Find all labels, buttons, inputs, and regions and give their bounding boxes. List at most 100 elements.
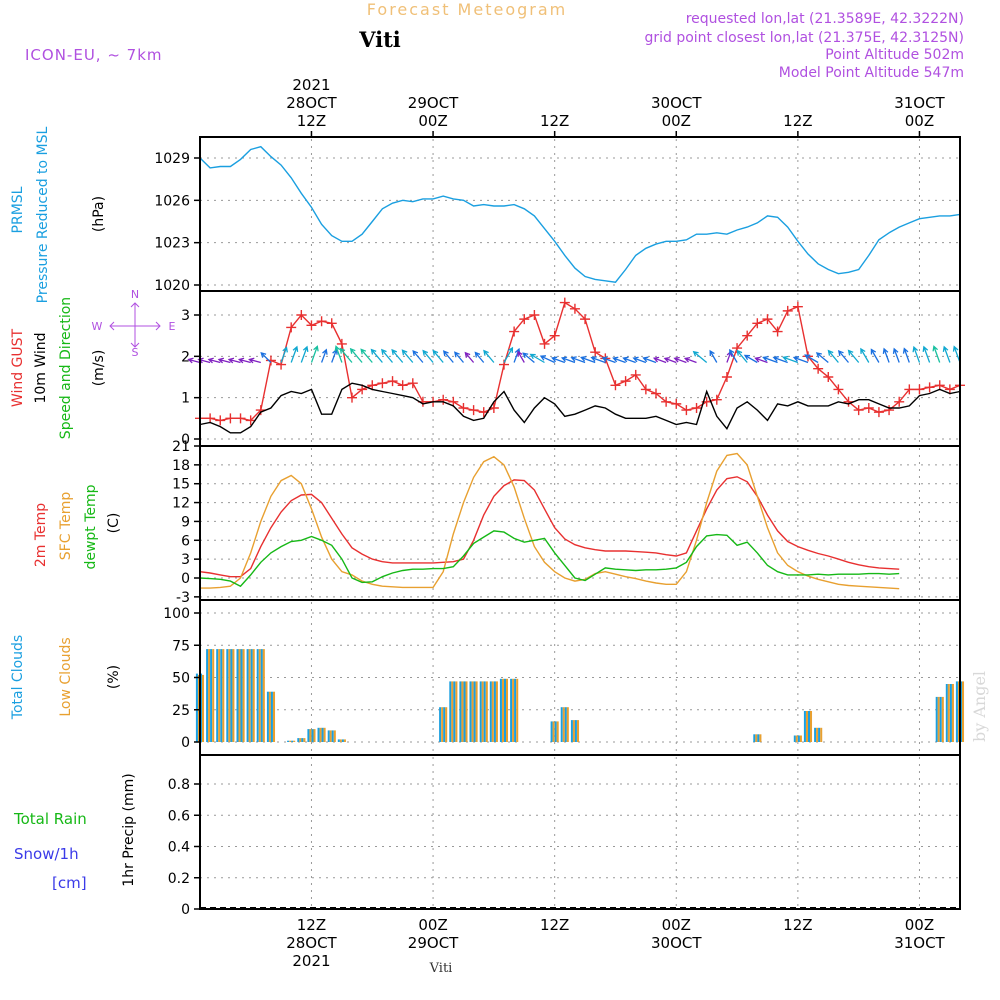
low-cloud-bar xyxy=(309,729,312,742)
gust-marker xyxy=(519,314,530,325)
top-time-label: 2021 xyxy=(292,76,330,94)
wind-arrow xyxy=(432,349,444,363)
gust-marker xyxy=(813,363,824,374)
y-tick-label: 1020 xyxy=(154,278,190,294)
total-cloud-bar xyxy=(499,678,502,742)
total-cloud-bar xyxy=(240,649,243,742)
gust-marker xyxy=(499,359,509,370)
clouds-unit-label: (%) xyxy=(106,665,122,689)
requested-coords: requested lon,lat (21.3589E, 42.3222N) xyxy=(686,11,964,27)
gust-marker xyxy=(286,322,297,333)
total-clouds-label: Total Clouds xyxy=(10,635,26,720)
snow-unit-label: [cm] xyxy=(52,874,87,892)
total-cloud-bar xyxy=(493,681,496,742)
gust-marker xyxy=(863,403,874,413)
total-cloud-bar xyxy=(270,691,273,742)
low-cloud-bar xyxy=(242,649,245,742)
gust-marker xyxy=(934,380,945,391)
wind-arrow xyxy=(590,356,606,364)
compass-n: N xyxy=(131,288,139,301)
top-time-label: 28OCT xyxy=(286,94,337,112)
gust-marker xyxy=(509,326,520,337)
y-tick-label: 12 xyxy=(172,496,190,512)
total-cloud-bar xyxy=(206,649,209,742)
wind-arrow xyxy=(187,357,201,364)
y-tick-label: -3 xyxy=(176,590,190,606)
total-cloud-bar xyxy=(469,681,472,742)
y-tick-label: 18 xyxy=(172,458,190,474)
gust-marker xyxy=(367,380,378,391)
wind-arrow xyxy=(454,351,464,363)
gust-marker xyxy=(316,316,327,327)
wind-arrow xyxy=(709,349,718,363)
y-tick-label: 0 xyxy=(181,735,190,751)
total-cloud-bar xyxy=(564,707,567,742)
gust-marker xyxy=(205,413,216,424)
low-cloud-bar xyxy=(222,649,225,742)
y-tick-label: 3 xyxy=(181,552,190,568)
gust-marker xyxy=(691,403,702,413)
low-cloud-bar xyxy=(273,691,276,742)
low-cloud-bar xyxy=(451,681,454,742)
y-tick-label: 25 xyxy=(172,703,190,719)
low-cloud-bar xyxy=(333,730,336,742)
wind-arrow xyxy=(331,348,338,363)
top-time-label: 29OCT xyxy=(408,94,459,112)
low-cloud-bar xyxy=(248,649,251,742)
pressure-unit-label: (hPa) xyxy=(91,196,107,232)
wind-arrow xyxy=(847,349,860,363)
model-label: ICON-EU, ~ 7km xyxy=(25,46,163,64)
low-cloud-bar xyxy=(471,681,474,742)
gust-marker xyxy=(610,380,621,391)
total-cloud-bar xyxy=(220,649,223,742)
total-cloud-bar xyxy=(216,649,219,742)
gust-marker xyxy=(306,320,317,331)
gust-marker xyxy=(265,355,276,366)
wind-arrow xyxy=(339,347,353,363)
wind-arrow xyxy=(551,356,566,364)
low-cloud-bar xyxy=(445,707,448,742)
total-cloud-bar xyxy=(504,678,507,742)
total-cloud-bar xyxy=(479,681,482,742)
wind10m-line xyxy=(199,382,961,434)
low-cloud-bar xyxy=(202,674,205,742)
wind-arrow xyxy=(663,356,677,364)
total-cloud-bar xyxy=(317,727,320,742)
top-time-label: 12Z xyxy=(540,112,569,130)
wind-arrow xyxy=(334,345,343,363)
y-tick-label: 100 xyxy=(163,606,190,622)
bottom-time-label: 12Z xyxy=(783,916,812,934)
y-tick-label: 1023 xyxy=(154,236,190,252)
top-time-label: 31OCT xyxy=(894,94,945,112)
total-cloud-bar xyxy=(260,649,263,742)
bottom-time-label: 12Z xyxy=(297,916,326,934)
total-cloud-bar xyxy=(945,684,948,742)
gust-marker xyxy=(661,396,672,407)
total-cloud-bar xyxy=(341,739,344,742)
wind-arrow xyxy=(652,356,667,364)
total-cloud-bar xyxy=(301,738,304,742)
gust-marker xyxy=(549,330,560,341)
low-cloud-bar xyxy=(319,727,322,742)
wind-arrow xyxy=(580,356,596,364)
gust-marker xyxy=(438,394,449,405)
wind-arrow xyxy=(539,355,555,364)
low-cloud-bar xyxy=(556,721,559,742)
wind-arrow xyxy=(792,356,809,364)
gust-marker xyxy=(711,394,722,405)
wind-unit-label: (m/s) xyxy=(91,350,107,387)
gust-marker xyxy=(377,378,388,389)
y-tick-label: 21 xyxy=(172,439,190,455)
total-cloud-bar xyxy=(753,734,756,742)
total-cloud-bar xyxy=(195,673,198,742)
gust-marker xyxy=(884,405,895,416)
low-cloud-bar xyxy=(323,727,326,742)
y-tick-label: 0.2 xyxy=(168,871,190,887)
wind10m-label: 10m Wind xyxy=(33,332,49,403)
total-cloud-bar xyxy=(321,727,324,742)
y-tick-label: 1026 xyxy=(154,193,190,209)
bottom-time-label: 00Z xyxy=(418,916,447,934)
bottom-time-label: 2021 xyxy=(292,952,330,970)
wind-arrow xyxy=(922,345,931,363)
wind-arrow xyxy=(217,357,231,364)
